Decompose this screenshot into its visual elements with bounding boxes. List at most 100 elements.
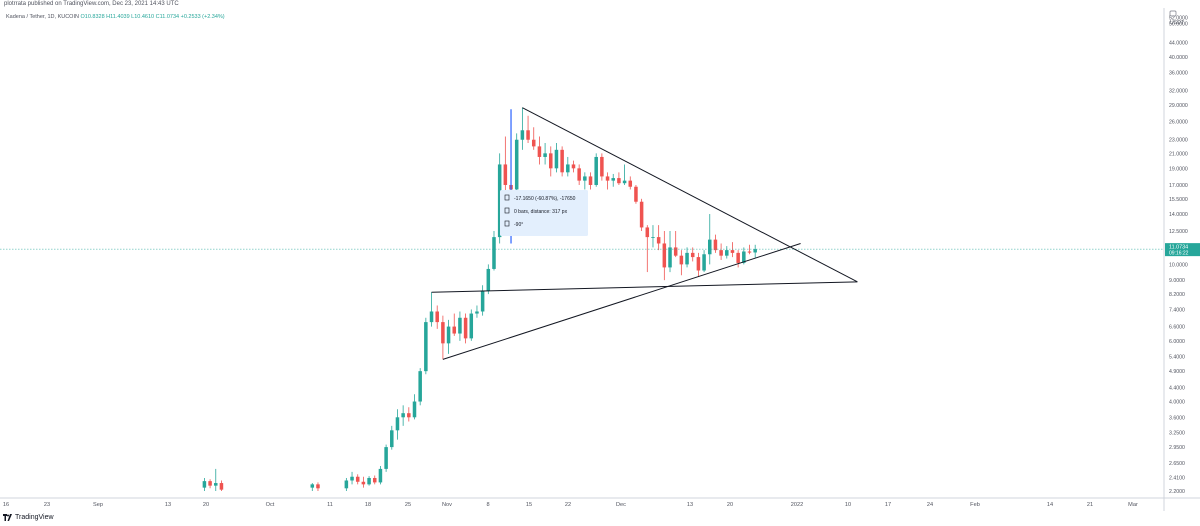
candle-body bbox=[594, 156, 598, 185]
price-tick-label: 9.0000 bbox=[1169, 278, 1185, 284]
price-tick-label: 26.0000 bbox=[1169, 119, 1188, 125]
price-tick-label: 52.0000 bbox=[1169, 16, 1188, 22]
price-tick-label: 8.2000 bbox=[1169, 292, 1185, 298]
candle-body bbox=[514, 139, 519, 190]
candle-body bbox=[372, 477, 377, 483]
candle-body bbox=[435, 311, 439, 323]
candle-body bbox=[208, 481, 212, 486]
time-tick-label: 17 bbox=[885, 502, 891, 508]
candle-body bbox=[673, 247, 678, 256]
time-tick-label: 24 bbox=[927, 502, 933, 508]
candle-body bbox=[634, 186, 638, 202]
trendline[interactable] bbox=[522, 107, 858, 283]
last-price-value: 11.0734 bbox=[1169, 245, 1188, 251]
tradingview-brand[interactable]: TradingView bbox=[3, 514, 54, 521]
time-tick-label: 23 bbox=[44, 502, 50, 508]
candle-body bbox=[696, 257, 701, 271]
candle-body bbox=[662, 243, 667, 268]
price-tick-label: 19.0000 bbox=[1169, 166, 1188, 172]
price-tick-label: 44.0000 bbox=[1169, 41, 1188, 47]
candle-body bbox=[344, 480, 349, 489]
candle-body bbox=[730, 250, 735, 253]
candle-body bbox=[753, 249, 757, 253]
candle-body bbox=[537, 146, 542, 157]
candle-body bbox=[685, 252, 689, 265]
time-tick-label: 14 bbox=[1047, 502, 1053, 508]
candle-body bbox=[628, 180, 633, 187]
price-tick-label: 5.4000 bbox=[1169, 355, 1185, 361]
time-tick-label: 11 bbox=[327, 502, 333, 508]
header: plotrrata published on TradingView.com, … bbox=[0, 0, 1200, 10]
trendline[interactable] bbox=[431, 281, 858, 293]
candle-body bbox=[469, 313, 474, 339]
candle-body bbox=[742, 251, 746, 263]
price-tick-label: 40.0000 bbox=[1169, 55, 1188, 61]
candle-body bbox=[202, 481, 207, 488]
price-tick-label: 36.0000 bbox=[1169, 71, 1188, 77]
price-tick-label: 50.0000 bbox=[1169, 22, 1188, 28]
candle-body bbox=[503, 164, 508, 185]
time-tick-label: 15 bbox=[526, 502, 532, 508]
time-tick-label: 16 bbox=[3, 502, 9, 508]
footer: TradingView bbox=[0, 512, 1200, 526]
candle-body bbox=[656, 237, 661, 244]
candle-body bbox=[418, 371, 422, 402]
time-tick-label: 10 bbox=[845, 502, 851, 508]
time-tick-label: 8 bbox=[486, 502, 489, 508]
time-tick-label: 20 bbox=[203, 502, 209, 508]
candle-body bbox=[668, 247, 672, 268]
measure-info-box[interactable] bbox=[500, 190, 588, 236]
candle-body bbox=[520, 130, 525, 140]
candle-body bbox=[690, 252, 695, 258]
axis-settings-icon[interactable] bbox=[1169, 10, 1177, 17]
price-tick-label: 4.4000 bbox=[1169, 385, 1185, 391]
candle-body bbox=[390, 430, 394, 448]
candle-body bbox=[588, 176, 593, 185]
ohlc-values: O10.8328 H11.4039 L10.4610 C11.0734 +0.2… bbox=[80, 14, 225, 20]
time-tick-label: 18 bbox=[365, 502, 371, 508]
candle-body bbox=[384, 447, 388, 469]
price-tick-label: 6.0000 bbox=[1169, 339, 1185, 345]
candle-body bbox=[571, 164, 576, 169]
candle-body bbox=[475, 311, 479, 314]
price-tick-label: 6.6000 bbox=[1169, 325, 1185, 331]
time-tick-label: Nov bbox=[442, 502, 452, 508]
tradingview-logo-icon bbox=[3, 514, 12, 521]
candle-body bbox=[560, 149, 564, 173]
time-tick-label: 25 bbox=[405, 502, 411, 508]
candle-body bbox=[361, 481, 366, 485]
candle-body bbox=[526, 130, 530, 140]
candle-body bbox=[549, 153, 553, 169]
candle-body bbox=[651, 237, 655, 238]
price-tick-label: 12.5000 bbox=[1169, 229, 1188, 235]
price-tick-label: 32.0000 bbox=[1169, 88, 1188, 94]
candle-body bbox=[407, 413, 411, 418]
angle-icon bbox=[504, 220, 510, 227]
candle-body bbox=[639, 201, 644, 228]
candle-body bbox=[378, 468, 383, 483]
symbol-name[interactable]: Kadena / Tether, 1D, KUCOIN bbox=[6, 14, 79, 20]
candle-body bbox=[219, 483, 224, 490]
time-tick-label: Feb bbox=[970, 502, 980, 508]
currency-label: USDT bbox=[1170, 20, 1185, 26]
candle-body bbox=[747, 251, 752, 253]
bar-range-icon bbox=[504, 207, 510, 214]
chart-frame[interactable]: 52.0000 50.0000 44.0000 40.0000 36.0000 32.00… bbox=[0, 8, 1200, 511]
price-tick-label: 4.9000 bbox=[1169, 369, 1185, 375]
candle-body bbox=[355, 476, 360, 482]
candle-body bbox=[429, 311, 434, 323]
candle-body bbox=[554, 149, 559, 169]
candle-body bbox=[367, 477, 371, 485]
time-tick-label: Mar bbox=[1128, 502, 1138, 508]
candle-body bbox=[725, 250, 729, 256]
price-tick-label: 14.0000 bbox=[1169, 212, 1188, 218]
trendline[interactable] bbox=[442, 242, 801, 360]
candle-body bbox=[531, 139, 536, 147]
candle-body bbox=[713, 239, 718, 251]
candle-body bbox=[486, 268, 491, 291]
candle-body bbox=[497, 164, 502, 238]
candle-body bbox=[622, 180, 627, 184]
candle-body bbox=[707, 239, 712, 255]
candle-body bbox=[446, 326, 451, 344]
